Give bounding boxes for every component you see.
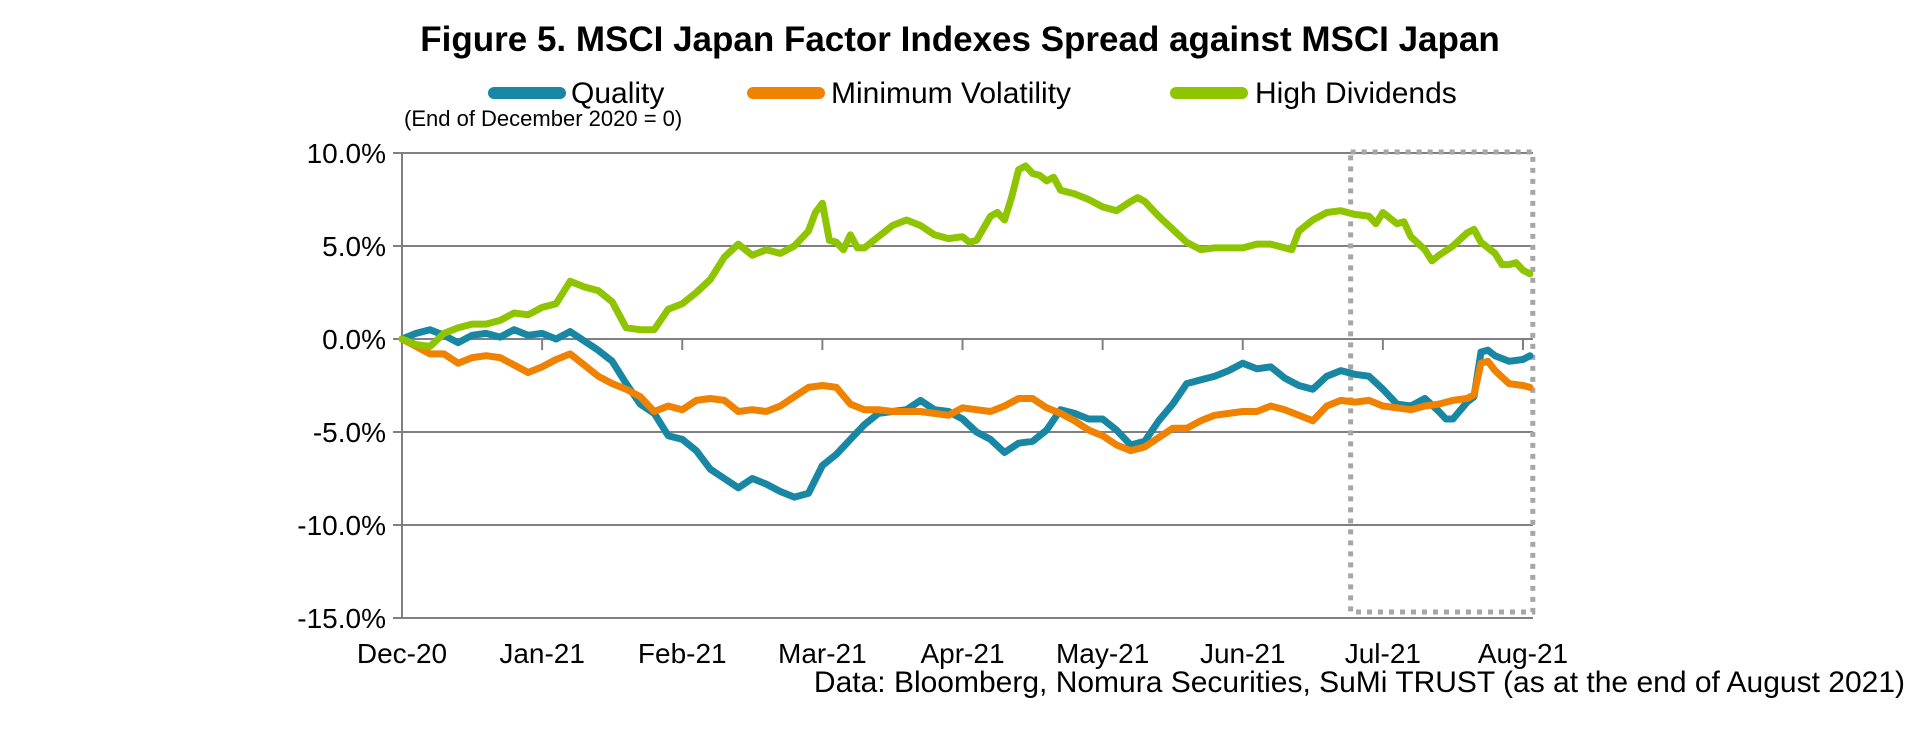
- legend-label-minimum-volatility: Minimum Volatility: [831, 77, 1072, 110]
- series-line-quality: [398, 326, 1534, 501]
- baseline-note: (End of December 2020 = 0): [404, 106, 683, 131]
- legend-swatch-quality: [488, 87, 566, 99]
- x-tick-label: Mar-21: [778, 638, 867, 669]
- y-tick-label: 5.0%: [322, 231, 386, 262]
- x-tick-label: Jul-21: [1345, 638, 1421, 669]
- legend-swatch-minimum-volatility: [747, 87, 825, 99]
- series-line-high-dividends: [398, 162, 1534, 350]
- x-tick-label: Jun-21: [1200, 638, 1286, 669]
- y-tick-label: 0.0%: [322, 324, 386, 355]
- legend-label-high-dividends: High Dividends: [1255, 77, 1457, 110]
- x-tick-label: Aug-21: [1478, 638, 1568, 669]
- x-tick-label: Feb-21: [638, 638, 727, 669]
- y-tick-label: -15.0%: [297, 603, 386, 634]
- y-tick-label: -5.0%: [313, 417, 386, 448]
- chart-title: Figure 5. MSCI Japan Factor Indexes Spre…: [420, 20, 1500, 59]
- x-tick-label: Dec-20: [357, 638, 447, 669]
- legend-label-quality: Quality: [571, 77, 665, 110]
- legend-swatch-high-dividends: [1170, 87, 1248, 99]
- y-tick-label: 10.0%: [307, 138, 386, 169]
- x-tick-label: Apr-21: [920, 638, 1004, 669]
- series-line-minimum-volatility: [398, 335, 1534, 455]
- y-tick-label: -10.0%: [297, 510, 386, 541]
- data-source-caption: Data: Bloomberg, Nomura Securities, SuMi…: [813, 666, 1905, 699]
- highlight-box-jul-aug: [1348, 149, 1536, 615]
- x-tick-label: Jan-21: [499, 638, 585, 669]
- x-tick-label: May-21: [1056, 638, 1149, 669]
